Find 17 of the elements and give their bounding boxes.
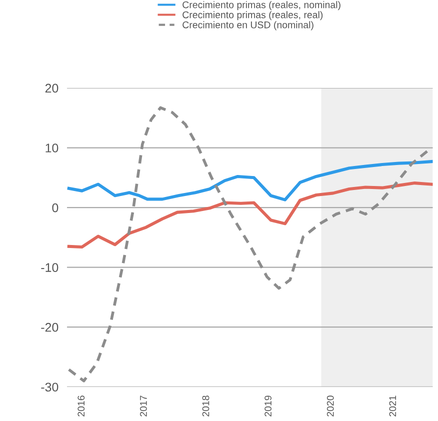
y-tick-label: 10 (46, 144, 58, 152)
y-tick-label: 20 (45, 84, 58, 93)
legend-label: Crecimiento primas (reales, real) (182, 11, 323, 20)
legend-label: Crecimiento primas (reales, nominal) (182, 1, 340, 10)
x-tick-label: 2016 (78, 396, 85, 416)
y-tick-label: 0 (52, 203, 58, 212)
x-tick-label: 2019 (264, 396, 272, 416)
line-series (67, 160, 433, 202)
legend-label: Crecimiento en USD (nominal) (182, 21, 314, 30)
x-tick-label: 2018 (202, 396, 210, 416)
x-tick-label: 2020 (326, 396, 334, 416)
y-tick-label: -20 (41, 322, 58, 332)
x-tick-label: 2017 (140, 396, 147, 416)
y-tick-label: -30 (41, 382, 58, 392)
x-tick-label: 2021 (389, 396, 396, 416)
y-tick-label: -10 (41, 263, 58, 272)
line-series (67, 182, 433, 249)
